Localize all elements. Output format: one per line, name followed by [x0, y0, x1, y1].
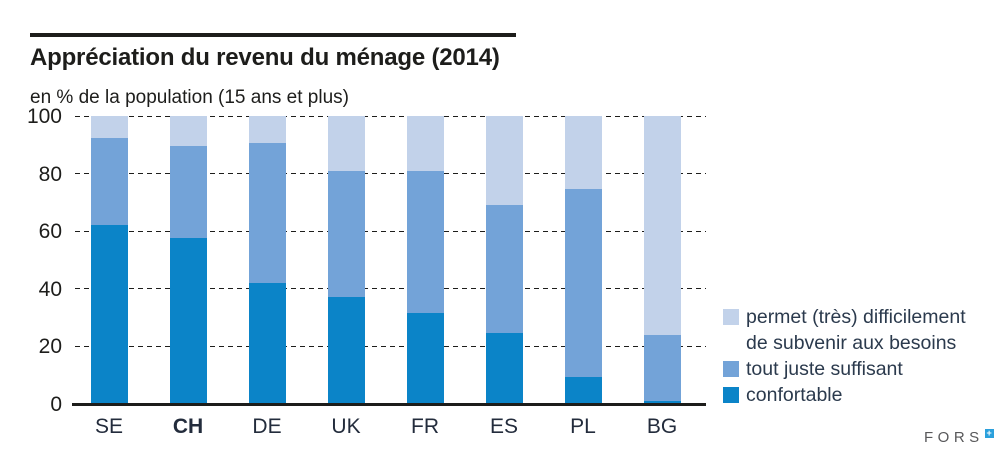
gridline-60 — [75, 230, 706, 232]
y-tick-label-20: 20 — [38, 335, 62, 359]
legend-swatch-icon — [723, 361, 739, 377]
bar-segment-BG-series2 — [643, 116, 681, 335]
chart-title: Appréciation du revenu du ménage (2014) — [30, 44, 500, 71]
bar-segment-FR-series0 — [406, 313, 444, 404]
title-rule — [30, 33, 516, 37]
x-label-BG: BG — [646, 415, 678, 438]
x-label-DE: DE — [252, 415, 282, 438]
x-label-UK: UK — [331, 415, 361, 438]
bar-segment-CH-series2 — [169, 116, 207, 147]
legend-label: permet (très) difficilement de subvenir a… — [746, 306, 966, 354]
fors-logo-text: FORS — [924, 429, 984, 446]
bar-segment-ES-series2 — [485, 116, 523, 206]
bar-segment-CH-series1 — [169, 146, 207, 239]
y-tick-label-60: 60 — [38, 220, 62, 244]
legend-swatch-icon — [723, 387, 739, 403]
bar-segment-BG-series0 — [643, 401, 681, 404]
chart-subtitle: en % de la population (15 ans et plus) — [30, 87, 349, 108]
x-label-ES: ES — [489, 415, 518, 438]
y-tick-label-0: 0 — [50, 393, 62, 416]
chart-legend: permet (très) difficilement de subvenir a… — [723, 304, 1003, 408]
legend-item-2: confortable — [723, 382, 1003, 408]
bar-segment-SE-series0 — [90, 225, 128, 404]
y-tick-label-80: 80 — [38, 162, 62, 186]
bar-segment-CH-series0 — [169, 238, 207, 404]
fors-logo: FORS + — [924, 429, 994, 446]
x-label-CH: CH — [172, 415, 204, 438]
bar-segment-UK-series2 — [327, 116, 365, 171]
bar-segment-PL-series0 — [564, 376, 602, 404]
gridline-20 — [75, 345, 706, 347]
x-label-PL: PL — [570, 415, 596, 438]
bar-segment-DE-series2 — [248, 116, 286, 144]
bar-segment-SE-series2 — [90, 116, 128, 138]
legend-swatch-icon — [723, 309, 739, 325]
bar-segment-BG-series1 — [643, 334, 681, 402]
bar-segment-UK-series1 — [327, 170, 365, 298]
gridline-80 — [75, 173, 706, 175]
gridline-40 — [75, 288, 706, 290]
bar-segment-ES-series1 — [485, 205, 523, 334]
bar-segment-UK-series0 — [327, 297, 365, 404]
bar-segment-FR-series1 — [406, 170, 444, 314]
fors-logo-mark-icon: + — [984, 428, 994, 438]
bar-segment-DE-series0 — [248, 283, 286, 404]
bar-segment-SE-series1 — [90, 137, 128, 226]
bar-segment-FR-series2 — [406, 116, 444, 171]
gridline-100 — [75, 115, 706, 117]
x-label-SE: SE — [94, 415, 123, 438]
bar-segment-PL-series1 — [564, 189, 602, 377]
legend-label: confortable — [746, 384, 843, 406]
legend-label: tout juste suffisant — [746, 358, 903, 380]
legend-item-1: tout juste suffisant — [723, 356, 1003, 382]
bar-segment-ES-series0 — [485, 333, 523, 404]
legend-item-0: permet (très) difficilement de subvenir a… — [723, 304, 1003, 356]
x-axis-line — [72, 403, 706, 406]
x-label-FR: FR — [411, 415, 439, 438]
y-tick-label-100: 100 — [26, 105, 62, 128]
bar-segment-PL-series2 — [564, 116, 602, 190]
bar-segment-DE-series1 — [248, 143, 286, 284]
y-tick-label-40: 40 — [38, 277, 62, 301]
